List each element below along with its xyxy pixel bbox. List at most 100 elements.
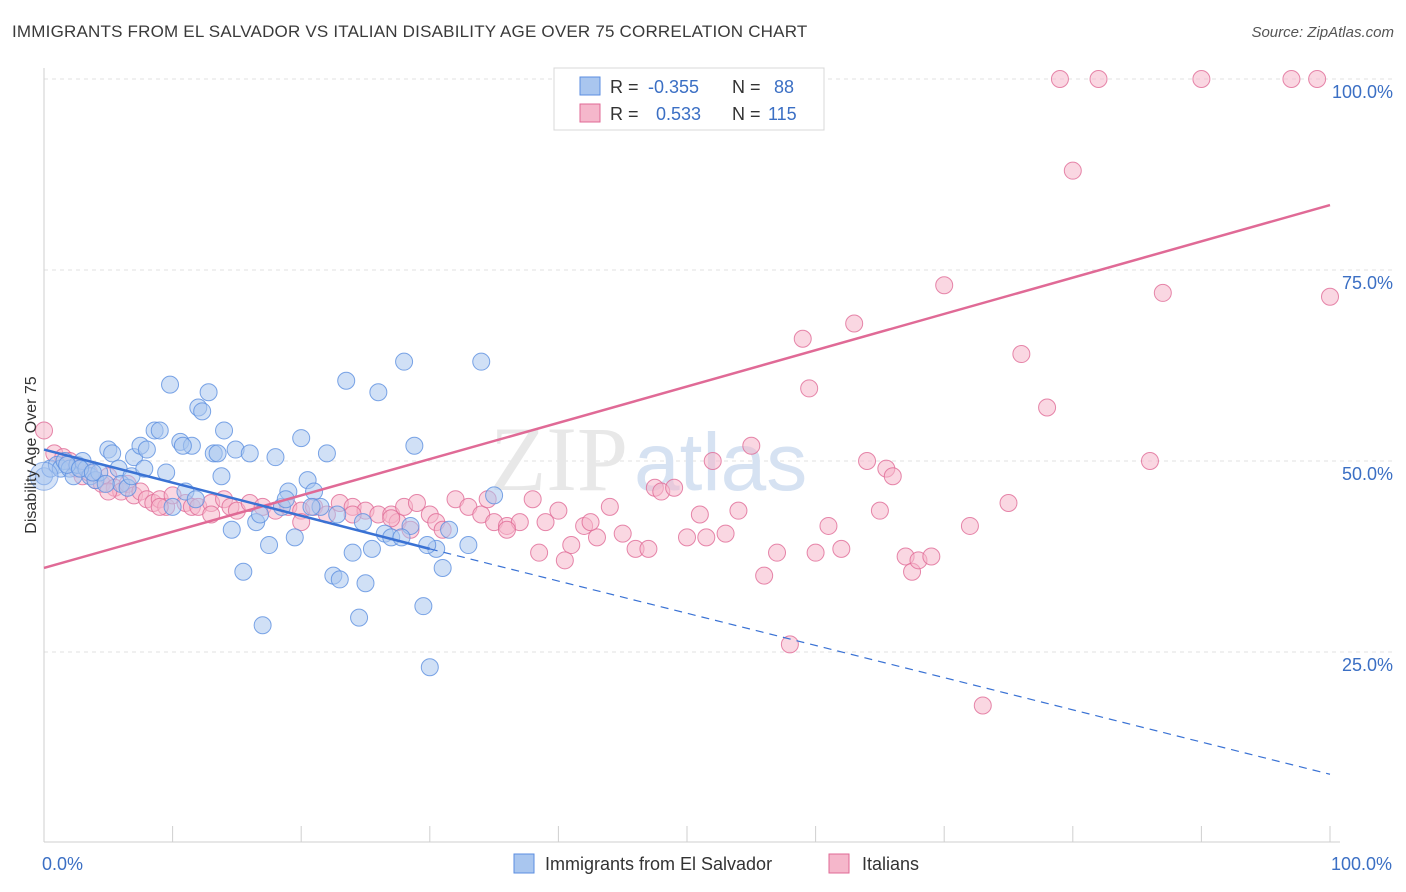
italians-point — [35, 421, 53, 440]
el-salvador-point — [161, 375, 180, 394]
italians-point — [665, 478, 684, 497]
trend-lines — [43, 203, 1331, 775]
el-salvador-point — [343, 543, 362, 562]
legend-blue-swatch — [579, 76, 601, 96]
el-salvador-point — [240, 444, 259, 463]
el-salvador-point — [83, 463, 102, 482]
el-salvador-point — [328, 505, 347, 524]
el-salvador-point — [186, 490, 205, 509]
el-salvador-point — [317, 444, 336, 463]
italians-point — [845, 314, 864, 333]
legend-pink-n-label: N = — [732, 104, 761, 124]
italians-point — [678, 528, 696, 547]
el-salvador-point — [212, 467, 231, 486]
italians-point — [806, 543, 825, 562]
bottom-legend-blue-label: Immigrants from El Salvador — [545, 854, 772, 874]
italians-point — [1012, 345, 1031, 364]
el-salvador-point — [215, 421, 234, 440]
y-tick-label: 50.0% — [1342, 464, 1393, 484]
el-salvador-point — [302, 497, 321, 516]
el-salvador-point — [193, 402, 212, 421]
el-salvador-point — [472, 352, 491, 371]
bottom-legend-pink-label: Italians — [862, 854, 919, 874]
italians-trend-line — [43, 203, 1331, 570]
italians-point — [600, 497, 619, 516]
italians-point — [755, 566, 774, 585]
italians-point — [716, 524, 735, 543]
el-salvador-point — [414, 597, 433, 616]
italians-point — [581, 513, 600, 532]
el-salvador-point — [350, 608, 369, 627]
el-salvador-point — [285, 528, 304, 547]
bottom-legend: Immigrants from El Salvador Italians — [513, 853, 919, 874]
el-salvador-point — [103, 444, 122, 463]
italians-point — [587, 528, 606, 547]
italians-point — [832, 539, 851, 558]
italians-point — [1192, 70, 1211, 88]
italians-point — [407, 494, 426, 513]
el-salvador-point — [173, 436, 192, 455]
el-salvador-trend-line — [43, 448, 431, 551]
italians-point — [536, 513, 555, 532]
el-salvador-point — [485, 486, 504, 505]
el-salvador-point — [459, 536, 478, 555]
axes — [43, 68, 1340, 843]
italians-point — [935, 276, 954, 295]
el-salvador-point — [440, 520, 459, 539]
italians-point — [973, 696, 992, 715]
el-salvador-point — [96, 474, 115, 493]
el-salvador-point — [405, 436, 424, 455]
legend-pink-n: 115 — [768, 104, 797, 124]
el-salvador-point — [29, 461, 59, 491]
italians-point — [870, 501, 889, 520]
italians-point — [768, 543, 787, 562]
chart-title: IMMIGRANTS FROM EL SALVADOR VS ITALIAN D… — [12, 22, 808, 41]
italians-point — [562, 536, 581, 555]
el-salvador-point — [208, 444, 227, 463]
italians-point — [1038, 398, 1057, 417]
y-axis-label: Disability Age Over 75 — [23, 376, 40, 534]
bottom-legend-pink-swatch — [828, 853, 850, 874]
italians-point — [1089, 70, 1108, 88]
x-tick-label-min: 0.0% — [42, 854, 83, 874]
el-salvador-point — [150, 421, 169, 440]
italians-point — [742, 436, 761, 455]
italians-point — [703, 452, 722, 470]
italians-point — [793, 329, 812, 348]
el-salvador-trend-extension — [429, 548, 1331, 775]
el-salvador-point — [260, 536, 279, 555]
el-salvador-point — [163, 497, 182, 516]
italians-point — [1308, 70, 1327, 88]
el-salvador-point — [292, 429, 311, 448]
italians-point — [1153, 283, 1172, 302]
legend-blue-n: 88 — [774, 77, 794, 97]
y-tick-label: 25.0% — [1342, 655, 1393, 675]
italians-point — [497, 520, 516, 539]
italians-point — [549, 501, 568, 520]
el-salvador-point — [433, 558, 452, 577]
watermark-zip: ZIP — [490, 408, 628, 510]
x-tick-label-max: 100.0% — [1331, 854, 1392, 874]
el-salvador-point — [222, 520, 241, 539]
italians-point — [780, 635, 799, 654]
italians-point — [382, 509, 401, 528]
legend: R = -0.355 N = 88 R = 0.533 N = 115 — [553, 67, 825, 131]
y-tick-labels: 25.0% 50.0% 75.0% 100.0% — [1332, 82, 1393, 675]
y-tick-label: 100.0% — [1332, 82, 1393, 102]
el-salvador-point — [337, 371, 356, 390]
italians-point — [523, 490, 542, 509]
el-salvador-point — [266, 448, 285, 467]
italians-point — [922, 547, 941, 566]
bottom-legend-blue-swatch — [513, 853, 535, 874]
legend-pink-r: 0.533 — [656, 104, 701, 124]
el-salvador-point — [369, 383, 388, 402]
italians-point — [858, 452, 877, 470]
legend-blue-r-label: R = — [610, 77, 639, 97]
el-salvador-point — [234, 562, 253, 581]
el-salvador-points — [29, 352, 504, 677]
x-tick-labels: 0.0% 100.0% — [42, 854, 1392, 874]
legend-pink-r-label: R = — [610, 104, 639, 124]
italians-point — [555, 551, 574, 570]
legend-blue-r: -0.355 — [648, 77, 699, 97]
